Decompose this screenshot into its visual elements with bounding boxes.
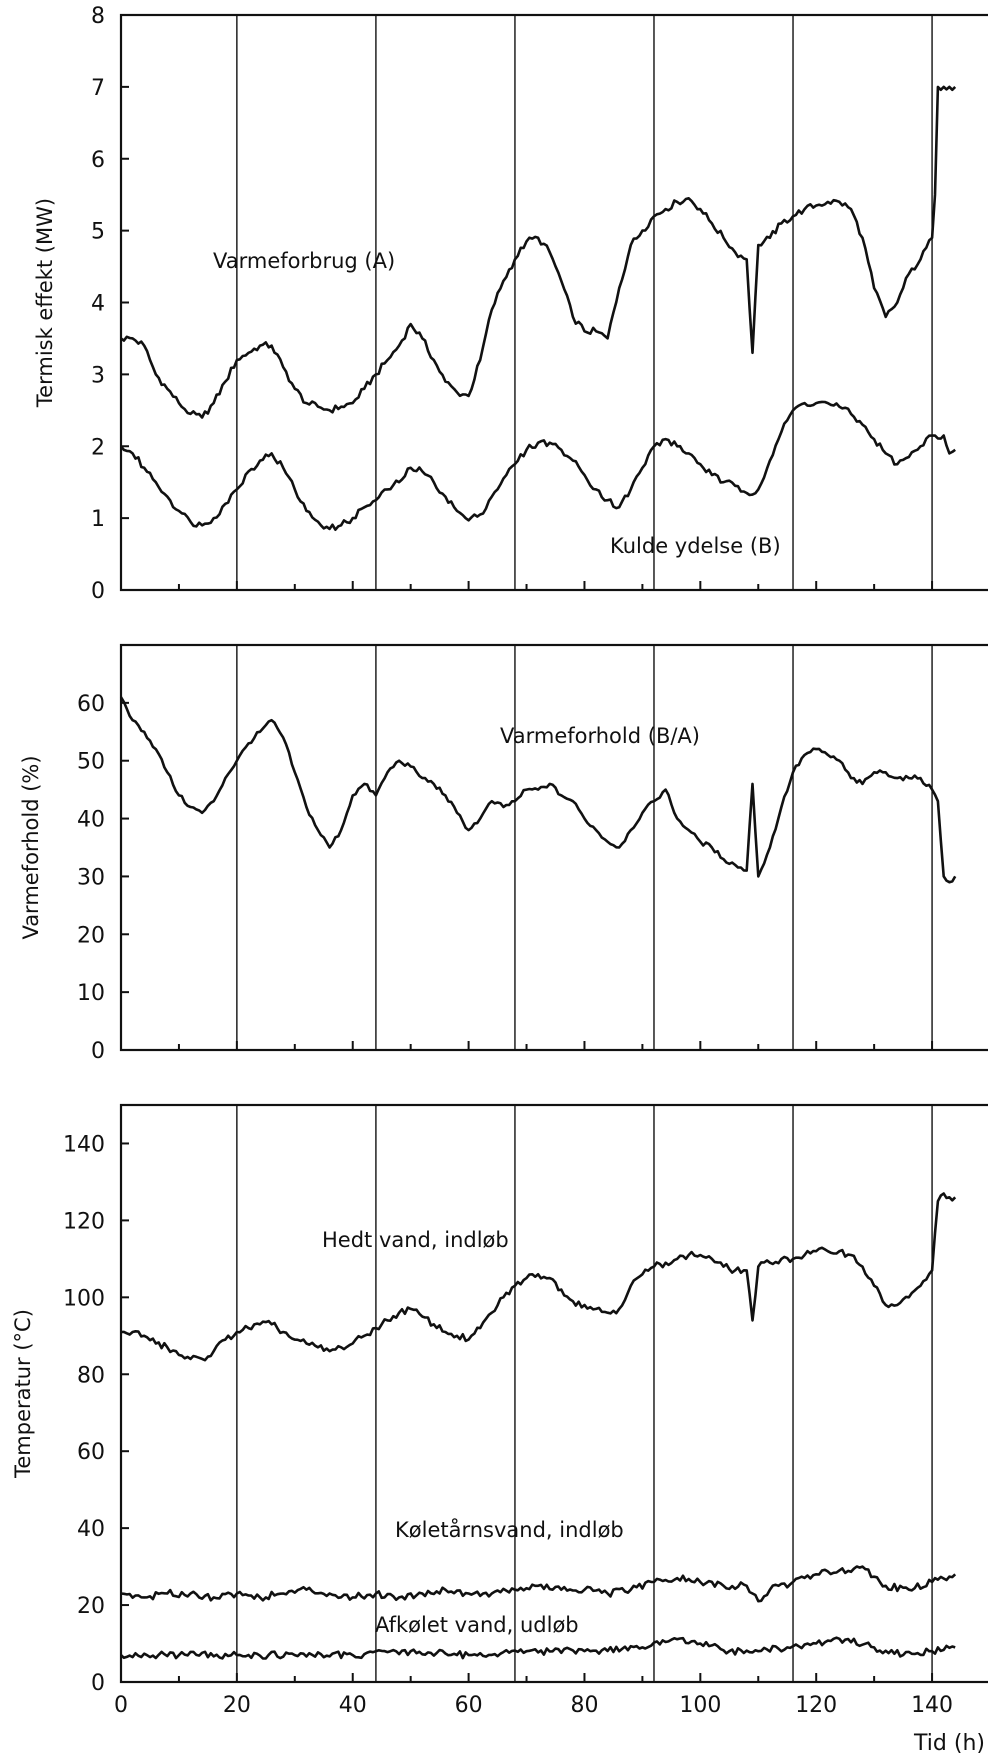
x-tick-label: 20 (223, 1693, 251, 1718)
x-tick-label: 40 (339, 1693, 367, 1718)
x-tick-label: 100 (679, 1693, 721, 1718)
series-line-2 (119, 400, 956, 531)
series-line-2 (120, 1565, 957, 1603)
y-tick-label: 30 (77, 865, 105, 890)
x-tick-label: 120 (795, 1693, 837, 1718)
y-tick-label: 140 (63, 1132, 105, 1157)
plot-frame (119, 643, 988, 1052)
y-axis-label: Temperatur (°C) (11, 1309, 35, 1479)
series-line-1 (120, 85, 957, 419)
y-tick-label: 3 (91, 363, 105, 388)
y-tick-label: 4 (91, 292, 105, 317)
y-tick-label: 50 (77, 750, 105, 775)
y-axis-label: Termisk effekt (MW) (33, 198, 57, 408)
x-tick-label: 140 (911, 1693, 953, 1718)
y-tick-label: 8 (91, 4, 105, 29)
y-tick-label: 6 (91, 148, 105, 173)
x-tick-label: 60 (455, 1693, 483, 1718)
y-tick-label: 60 (77, 1440, 105, 1465)
y-tick-label: 20 (77, 1594, 105, 1619)
series-line-1 (119, 696, 957, 884)
y-tick-label: 60 (77, 692, 105, 717)
y-tick-label: 0 (91, 579, 105, 604)
series-annotation-label: Varmeforbrug (A) (213, 249, 395, 273)
y-tick-label: 5 (91, 220, 105, 245)
series-annotation-label: Køletårnsvand, indløb (395, 1517, 624, 1542)
series-line-1 (120, 1192, 957, 1362)
series-line-3 (120, 1636, 956, 1660)
y-tick-label: 40 (77, 1517, 105, 1542)
plot-frame (119, 13, 988, 592)
y-tick-label: 40 (77, 808, 105, 833)
panel-heat-ratio: 0 10 20 30 40 50 60 Varmeforhold (%) Varmeforhol… (19, 643, 988, 1064)
series-annotation-label: Varmeforhold (B/A) (500, 724, 700, 748)
y-tick-label: 80 (77, 1363, 105, 1388)
y-tick-label: 100 (63, 1286, 105, 1311)
y-tick-label: 10 (77, 981, 105, 1006)
series-annotation-label: Hedt vand, indløb (322, 1228, 509, 1252)
y-tick-label: 0 (91, 1671, 105, 1696)
series-annotation-label: Afkølet vand, udløb (375, 1613, 579, 1637)
y-tick-label: 120 (63, 1209, 105, 1234)
y-tick-label: 20 (77, 923, 105, 948)
y-tick-label: 0 (91, 1039, 105, 1064)
series-annotation-label: Kulde ydelse (B) (610, 534, 781, 558)
x-tick-label: 80 (570, 1693, 598, 1718)
panel-temperature: 0 20 40 60 80 100 120 140 Temperatur (°C) 0 20 40 60… (11, 1103, 988, 1756)
y-tick-label: 7 (91, 76, 105, 101)
y-tick-label: 1 (91, 507, 105, 532)
panel-thermal-power: 0 1 2 3 4 5 6 7 8 Termisk effekt (MW) Varmeforbrug… (33, 4, 988, 604)
y-tick-label: 2 (91, 435, 105, 460)
x-tick-label: 0 (114, 1693, 128, 1718)
y-axis-label: Varmeforhold (%) (19, 755, 43, 939)
plot-frame (119, 1103, 988, 1684)
x-axis-label: Tid (h) (913, 1731, 985, 1756)
